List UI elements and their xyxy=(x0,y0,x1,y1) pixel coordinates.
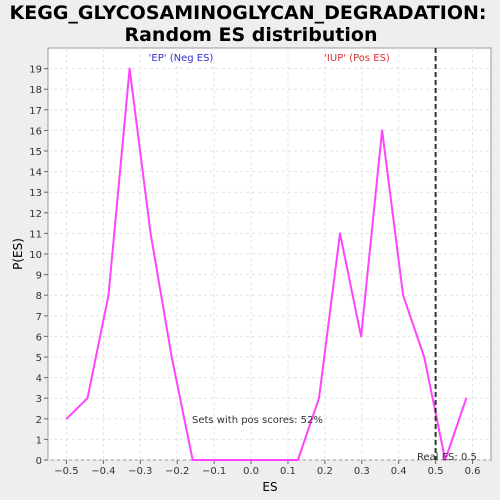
y-tick-label: 9 xyxy=(36,271,42,282)
data-point xyxy=(191,459,194,461)
x-tick-label: −0.5 xyxy=(54,466,78,477)
chart-title-line-2: Random ES distribution xyxy=(124,24,377,46)
data-point xyxy=(276,459,278,461)
x-tick-label: 0.0 xyxy=(243,466,259,477)
data-point xyxy=(128,67,131,70)
y-tick-label: 16 xyxy=(29,126,42,137)
y-tick-label: 4 xyxy=(36,374,42,385)
y-tick-label: 1 xyxy=(36,435,42,446)
y-tick-label: 17 xyxy=(29,106,42,117)
data-point xyxy=(297,459,299,461)
data-point xyxy=(255,459,257,461)
x-tick-label: 0.1 xyxy=(280,466,296,477)
y-tick-label: 18 xyxy=(29,85,42,96)
y-tick-label: 14 xyxy=(29,168,42,179)
x-axis-label: ES xyxy=(262,480,277,494)
data-point xyxy=(318,397,320,400)
data-point xyxy=(381,129,383,132)
x-tick-label: −0.2 xyxy=(165,466,189,477)
y-tick-label: 7 xyxy=(36,312,42,323)
data-point xyxy=(233,459,236,461)
x-tick-label: −0.3 xyxy=(128,466,152,477)
y-tick-label: 13 xyxy=(29,188,42,199)
x-tick-label: 0.4 xyxy=(391,466,407,477)
y-tick-label: 19 xyxy=(29,65,42,76)
data-point xyxy=(423,356,425,358)
data-point xyxy=(360,335,362,338)
y-tick-label: 8 xyxy=(36,291,42,302)
y-tick-label: 10 xyxy=(29,250,42,261)
x-tick-label: 0.3 xyxy=(354,466,370,477)
neg-es-label: 'EP' (Neg ES) xyxy=(149,53,214,64)
data-point xyxy=(212,459,215,461)
data-point xyxy=(65,418,68,420)
y-axis-label: P(ES) xyxy=(11,238,25,270)
data-point xyxy=(339,232,341,235)
pos-scores-label: Sets with pos scores: 52% xyxy=(192,415,323,426)
y-tick-label: 3 xyxy=(36,394,42,405)
data-point xyxy=(170,356,173,358)
y-tick-label: 12 xyxy=(29,209,42,220)
y-tick-label: 0 xyxy=(36,456,42,467)
y-tick-label: 6 xyxy=(36,332,42,343)
data-point xyxy=(444,459,447,461)
y-tick-label: 15 xyxy=(29,147,42,158)
data-point xyxy=(149,232,152,235)
x-tick-label: −0.1 xyxy=(202,466,226,477)
data-point xyxy=(86,397,89,400)
chart-title-line-1: KEGG_GLYCOSAMINOGLYCAN_DEGRADATION: xyxy=(10,2,487,24)
series-line xyxy=(65,67,468,461)
x-tick-label: 0.5 xyxy=(428,466,444,477)
y-tick-label: 11 xyxy=(29,229,42,240)
x-tick-label: −0.4 xyxy=(91,466,115,477)
y-tick-label: 2 xyxy=(36,415,42,426)
pos-es-label: 'IUP' (Pos ES) xyxy=(324,53,390,64)
x-tick-label: 0.6 xyxy=(465,466,481,477)
data-point xyxy=(107,294,110,297)
data-point xyxy=(465,397,468,400)
y-tick-label: 5 xyxy=(36,353,42,364)
x-tick-label: 0.2 xyxy=(317,466,333,477)
data-point xyxy=(402,294,404,297)
real-es-label: Real ES: 0.5 xyxy=(417,452,477,463)
